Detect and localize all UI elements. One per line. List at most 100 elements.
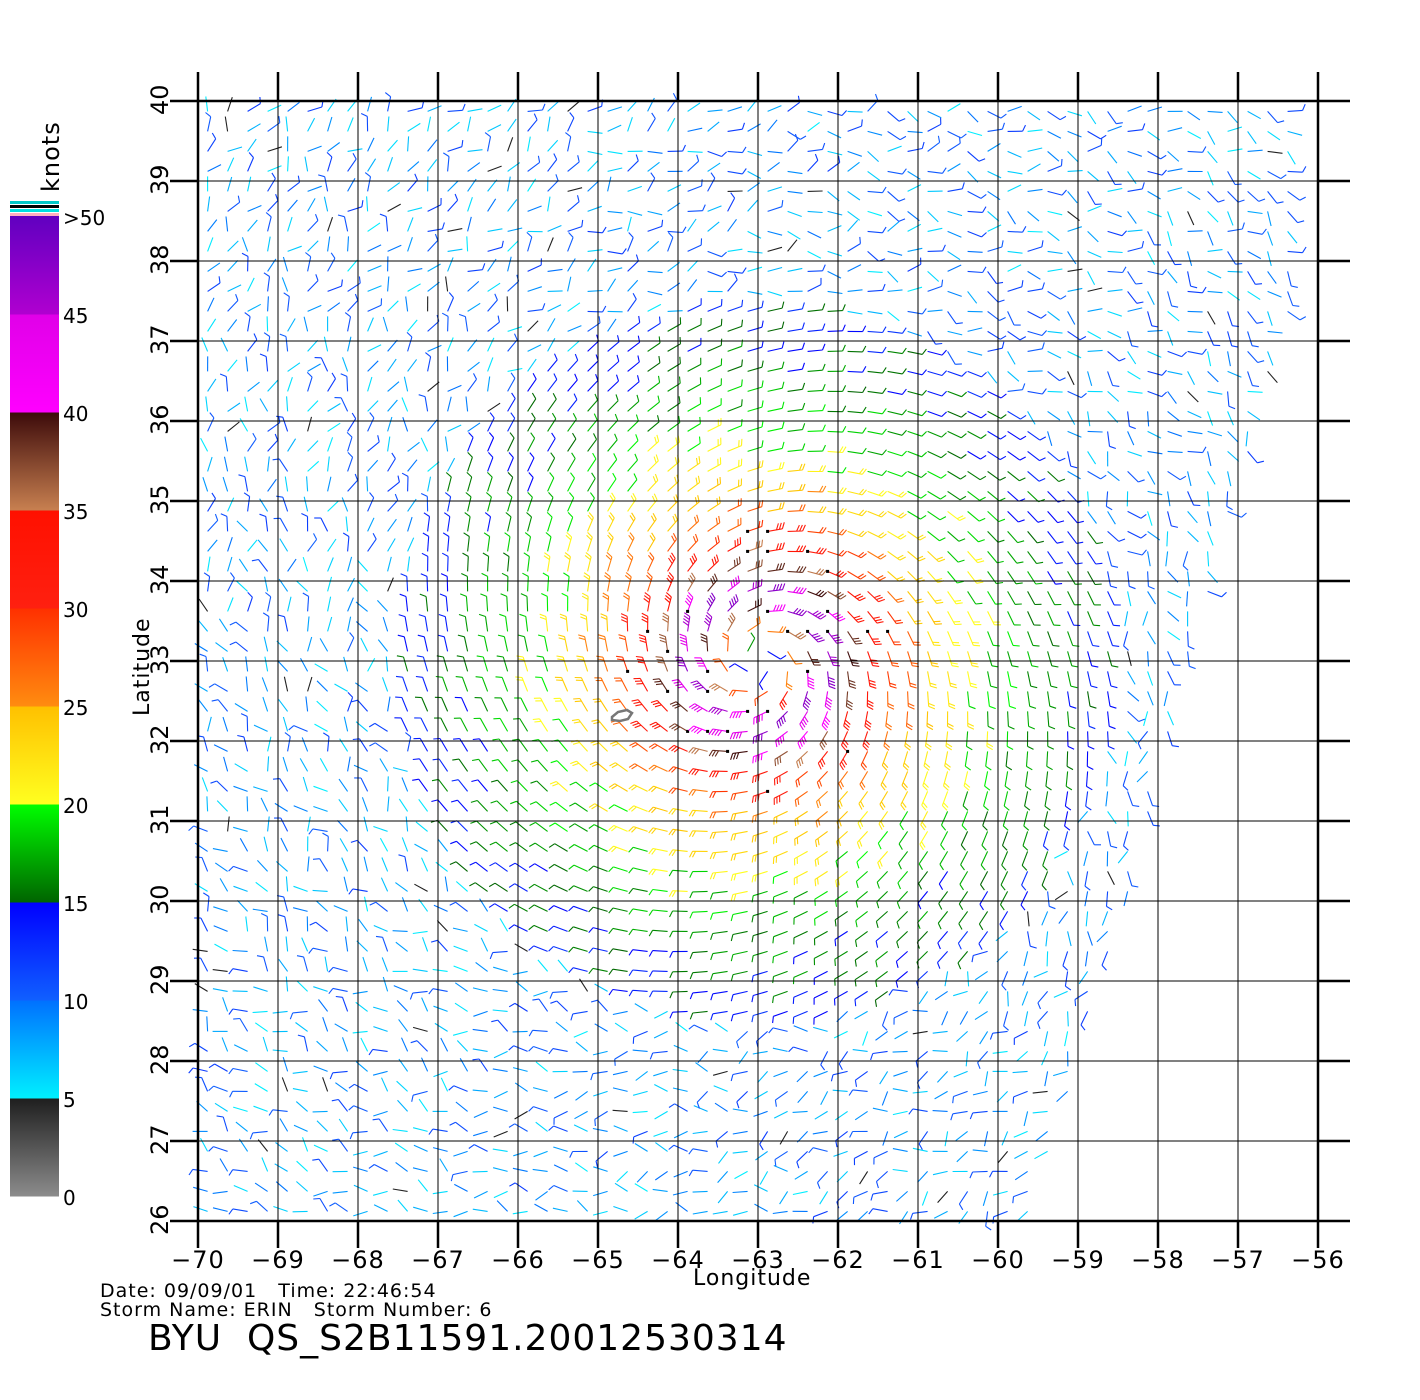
wind-barb bbox=[418, 778, 429, 792]
wind-barb-flag bbox=[652, 702, 660, 706]
wind-barb bbox=[944, 971, 949, 987]
wind-barb bbox=[312, 889, 328, 892]
wind-barb bbox=[527, 378, 537, 392]
wind-barb bbox=[867, 250, 880, 262]
wind-barb-flag bbox=[1171, 525, 1179, 528]
wind-barb bbox=[1067, 390, 1082, 399]
wind-barb bbox=[527, 320, 539, 332]
wind-barb-flag bbox=[693, 553, 698, 560]
wind-barb bbox=[827, 631, 838, 644]
wind-barb bbox=[753, 790, 768, 797]
wind-barb bbox=[267, 216, 272, 232]
wind-barb-flag bbox=[322, 832, 329, 837]
wind-barb bbox=[307, 117, 316, 132]
wind-barb-flag bbox=[639, 639, 647, 644]
wind-barb bbox=[552, 1048, 568, 1052]
wind-barb-flag bbox=[728, 663, 736, 668]
wind-barb bbox=[813, 1210, 828, 1218]
wind-barb bbox=[667, 230, 683, 234]
wind-barb-flag bbox=[335, 995, 343, 998]
wind-barb bbox=[1267, 330, 1283, 334]
wind-barb bbox=[887, 390, 903, 395]
wind-barb bbox=[980, 871, 989, 885]
wind-barb-flag bbox=[826, 696, 833, 702]
wind-barb-flag bbox=[808, 1147, 814, 1154]
wind-barb bbox=[787, 190, 803, 194]
wind-barb bbox=[587, 360, 599, 372]
wind-barb-flag bbox=[612, 698, 619, 701]
wind-barb bbox=[1147, 811, 1154, 826]
wind-barb bbox=[967, 291, 978, 304]
wind-barb bbox=[205, 396, 209, 412]
wind-barb-flag bbox=[792, 997, 795, 1004]
wind-barb-flag bbox=[631, 764, 638, 770]
wind-barb-flag bbox=[920, 493, 927, 499]
rain-flag-marker bbox=[826, 629, 830, 633]
wind-barb-flag bbox=[661, 219, 664, 227]
wind-barb bbox=[960, 851, 969, 865]
wind-barb-flag bbox=[646, 574, 652, 581]
wind-barb-flag bbox=[589, 492, 595, 499]
wind-barb-flag bbox=[1057, 520, 1065, 524]
wind-barb bbox=[927, 331, 936, 345]
wind-barb bbox=[854, 950, 868, 961]
wind-barb-flag bbox=[876, 882, 880, 889]
wind-barb bbox=[854, 1010, 868, 1020]
wind-barb-flag bbox=[946, 742, 953, 748]
wind-barb bbox=[767, 589, 783, 592]
wind-barb bbox=[347, 336, 352, 352]
wind-barb bbox=[379, 758, 389, 772]
wind-barb-flag bbox=[488, 882, 496, 888]
wind-barb-flag bbox=[1022, 226, 1027, 233]
wind-barb-flag bbox=[781, 401, 785, 409]
wind-barb-flag bbox=[923, 765, 930, 771]
wind-barb bbox=[1067, 130, 1082, 138]
wind-barb bbox=[447, 228, 463, 232]
wind-barb-flag bbox=[657, 375, 661, 383]
wind-barb bbox=[767, 568, 783, 572]
wind-barb bbox=[407, 217, 414, 232]
wind-barb-flag bbox=[838, 839, 842, 847]
wind-barb bbox=[1167, 350, 1182, 358]
wind-barb-flag bbox=[263, 272, 270, 277]
wind-barb bbox=[318, 999, 329, 1012]
wind-barb-flag bbox=[964, 765, 972, 771]
wind-barb-flag bbox=[669, 991, 674, 999]
wind-barb-flag bbox=[501, 572, 509, 577]
wind-barb-flag bbox=[1241, 222, 1245, 230]
wind-barb-flag bbox=[450, 799, 458, 803]
wind-barb-flag bbox=[695, 477, 698, 485]
wind-barb bbox=[852, 1089, 868, 1092]
wind-barb bbox=[456, 820, 468, 832]
wind-barb-flag bbox=[755, 735, 758, 743]
wind-barb bbox=[464, 316, 469, 332]
wind-barb-flag bbox=[738, 711, 743, 719]
wind-barb bbox=[296, 980, 308, 992]
wind-barb-flag bbox=[696, 1102, 701, 1109]
y-tick-label: 37 bbox=[146, 324, 174, 355]
wind-barb-flag bbox=[348, 888, 354, 895]
wind-barb-flag bbox=[648, 785, 654, 792]
wind-barb bbox=[612, 886, 628, 892]
wind-barb-flag bbox=[814, 879, 817, 887]
wind-barb-flag bbox=[652, 476, 657, 483]
wind-barb bbox=[867, 130, 883, 136]
wind-barb bbox=[494, 903, 508, 912]
wind-barb bbox=[1117, 851, 1129, 864]
wind-barb-flag bbox=[548, 1048, 554, 1055]
wind-barb-flag bbox=[829, 656, 837, 659]
wind-barb bbox=[747, 199, 758, 212]
wind-barb-flag bbox=[1257, 460, 1265, 464]
wind-barb bbox=[981, 831, 989, 846]
wind-barb-flag bbox=[203, 892, 210, 897]
rain-flag-marker bbox=[806, 629, 810, 633]
wind-barb bbox=[333, 966, 348, 972]
y-tick-label: 26 bbox=[146, 1204, 174, 1235]
wind-barb-flag bbox=[1003, 1025, 1009, 1031]
wind-barb bbox=[338, 798, 349, 812]
wind-barb-flag bbox=[1070, 465, 1078, 469]
wind-barb-flag bbox=[537, 155, 541, 163]
wind-barb bbox=[455, 901, 468, 912]
wind-barb bbox=[1267, 231, 1274, 246]
wind-barb bbox=[1067, 110, 1083, 117]
